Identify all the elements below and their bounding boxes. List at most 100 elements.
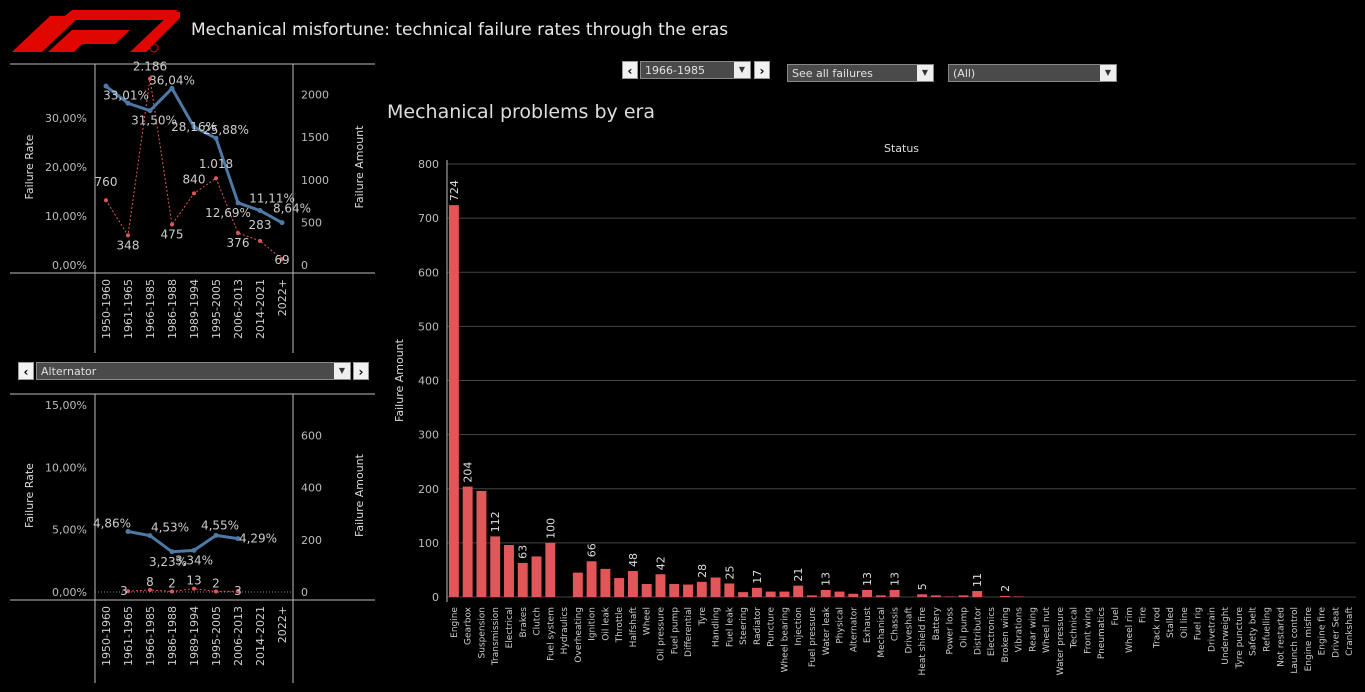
x-tick-label: 1961-1965 — [122, 606, 135, 666]
component-prev-button[interactable]: ‹ — [18, 362, 34, 380]
bar — [724, 583, 735, 597]
bar — [696, 581, 707, 597]
y-tick-label: 300 — [418, 429, 439, 442]
rate-data-label: 31,50% — [131, 114, 177, 128]
x-tick-label: Engine — [450, 607, 460, 638]
x-tick-label: Tyre — [698, 607, 708, 627]
bar — [531, 556, 542, 597]
x-tick-label: Engine fire — [1318, 607, 1328, 656]
amount-data-label: 3 — [234, 584, 242, 598]
bar — [655, 574, 666, 597]
x-tick-label: Electronics — [987, 607, 997, 656]
component-select-value: Alternator — [41, 365, 97, 378]
y-right-tick-label: 1000 — [301, 174, 329, 187]
amount-point — [214, 176, 218, 181]
y-tick-label: 500 — [418, 320, 439, 333]
x-tick-label: 1986-1988 — [166, 279, 179, 339]
y-left-tick-label: 15,00% — [45, 399, 87, 412]
x-tick-label: Fuel leak — [725, 606, 735, 647]
x-tick-label: Fuel rig — [1194, 607, 1204, 640]
rate-data-label: 3,34% — [175, 553, 213, 567]
amount-data-label: 376 — [227, 236, 250, 250]
x-tick-label: Differential — [684, 607, 694, 657]
rate-point — [125, 528, 131, 534]
bar — [765, 591, 776, 597]
amount-point — [126, 589, 130, 594]
amount-data-label: 2.186 — [133, 60, 167, 74]
bar — [944, 596, 955, 597]
amount-data-label: 8 — [146, 575, 154, 589]
amount-data-label: 2 — [168, 576, 176, 590]
y-right-tick-label: 0 — [301, 259, 308, 272]
x-tick-label: Water pressure — [1056, 607, 1066, 676]
caret-down-icon: ▼ — [1100, 65, 1116, 81]
x-tick-label: Throttle — [615, 607, 625, 644]
bar-value-label: 13 — [889, 572, 902, 586]
rate-data-label: 12,69% — [205, 206, 251, 220]
rate-data-label: 4,53% — [151, 521, 189, 535]
bar — [504, 545, 514, 597]
bar-value-label: 25 — [723, 565, 736, 579]
bar-chart-title: Mechanical problems by era — [387, 101, 655, 123]
bar — [490, 536, 501, 597]
bar — [545, 542, 556, 597]
x-tick-label: 1986-1988 — [166, 606, 179, 666]
bar — [875, 595, 886, 597]
x-tick-label: Water leak — [822, 606, 832, 655]
amount-point — [214, 589, 218, 594]
caret-down-icon: ▼ — [917, 65, 933, 81]
x-tick-label: Tyre puncture — [1235, 607, 1245, 670]
rate-point — [125, 100, 131, 106]
x-tick-label: Hydraulics — [560, 607, 570, 655]
x-tick-label: 2006-2013 — [232, 606, 245, 666]
era-select[interactable]: 1966-1985 ▼ — [640, 61, 751, 79]
x-tick-label: Radiator — [753, 607, 763, 645]
bar — [572, 572, 583, 597]
x-tick-label: Distributor — [973, 607, 983, 655]
filter-select[interactable]: (All) ▼ — [948, 64, 1117, 82]
era-next-button[interactable]: › — [754, 61, 770, 79]
bar — [448, 205, 459, 597]
x-tick-label: 1995-2005 — [210, 279, 223, 339]
x-tick-label: 1966-1985 — [144, 279, 157, 339]
x-tick-label: Track rod — [1152, 607, 1162, 649]
era-prev-button[interactable]: ‹ — [622, 61, 638, 79]
bar-value-label: 21 — [792, 568, 805, 582]
bar-value-label: 204 — [462, 462, 475, 483]
bar-value-label: 28 — [696, 564, 709, 578]
y-left-tick-label: 30,00% — [45, 112, 87, 125]
caret-down-icon: ▼ — [734, 62, 750, 78]
bar-value-label: 5 — [916, 583, 929, 590]
bar — [1013, 596, 1024, 597]
x-tick-label: Drivetrain — [1207, 607, 1217, 652]
failure-select[interactable]: See all failures ▼ — [787, 64, 934, 82]
rate-point — [213, 532, 219, 538]
y-axis-title: Failure Amount — [393, 338, 406, 422]
amount-point — [192, 191, 196, 196]
bar — [600, 568, 611, 597]
x-tick-label: Battery — [932, 606, 942, 640]
x-tick-label: Chassis — [891, 607, 901, 641]
bar — [586, 561, 597, 597]
x-tick-label: Brakes — [519, 607, 529, 638]
amount-data-label: 3 — [120, 584, 128, 598]
y-left-tick-label: 0,00% — [52, 259, 87, 272]
x-tick-label: Oil pump — [959, 607, 969, 648]
y-right-tick-label: 400 — [301, 482, 322, 495]
rate-point — [191, 124, 197, 130]
y-left-tick-label: 0,00% — [52, 586, 87, 599]
component-select[interactable]: Alternator ▼ — [36, 362, 351, 380]
era-select-value: 1966-1985 — [645, 64, 705, 77]
amount-point — [236, 589, 240, 594]
y-right-tick-label: 0 — [301, 586, 308, 599]
x-tick-label: Fuel — [1111, 607, 1121, 625]
bar-value-label: 17 — [751, 570, 764, 584]
y-left-tick-label: 20,00% — [45, 161, 87, 174]
rate-data-label: 25,88% — [203, 123, 249, 137]
component-next-button[interactable]: › — [353, 362, 369, 380]
x-tick-label: Wheel rim — [1125, 607, 1135, 653]
mechanical-problems-bar-chart: Status 0 100 200 300 400 500 600 700 800 Failure A… — [393, 142, 1356, 676]
x-tick-label: Safety belt — [1249, 607, 1259, 656]
x-tick-label: Crankshaft — [1345, 607, 1355, 656]
y-tick-label: 600 — [418, 266, 439, 279]
